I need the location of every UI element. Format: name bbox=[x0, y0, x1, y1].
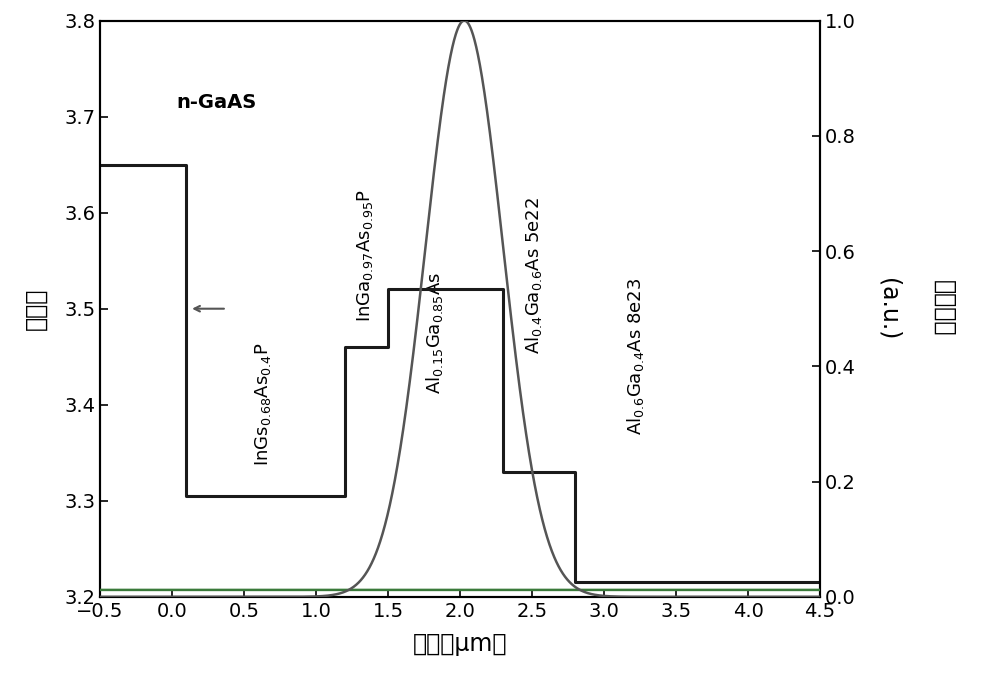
Y-axis label: 折射率: 折射率 bbox=[23, 287, 47, 330]
Text: Al$_{0.4}$Ga$_{0.6}$As 5e22: Al$_{0.4}$Ga$_{0.6}$As 5e22 bbox=[523, 197, 544, 353]
Text: Al$_{0.15}$Ga$_{0.85}$As: Al$_{0.15}$Ga$_{0.85}$As bbox=[424, 272, 445, 394]
Text: InGs$_{0.68}$As$_{0.4}$P: InGs$_{0.68}$As$_{0.4}$P bbox=[253, 343, 273, 466]
Text: n-GaAS: n-GaAS bbox=[176, 93, 257, 112]
Y-axis label: 光场强度

(a.u.): 光场强度 (a.u.) bbox=[877, 278, 956, 340]
Text: InGa$_{0.97}$As$_{0.95}$P: InGa$_{0.97}$As$_{0.95}$P bbox=[355, 189, 375, 322]
X-axis label: 位置（μm）: 位置（μm） bbox=[413, 632, 507, 656]
Text: Al$_{0.6}$Ga$_{0.4}$As 8e23: Al$_{0.6}$Ga$_{0.4}$As 8e23 bbox=[625, 278, 646, 436]
